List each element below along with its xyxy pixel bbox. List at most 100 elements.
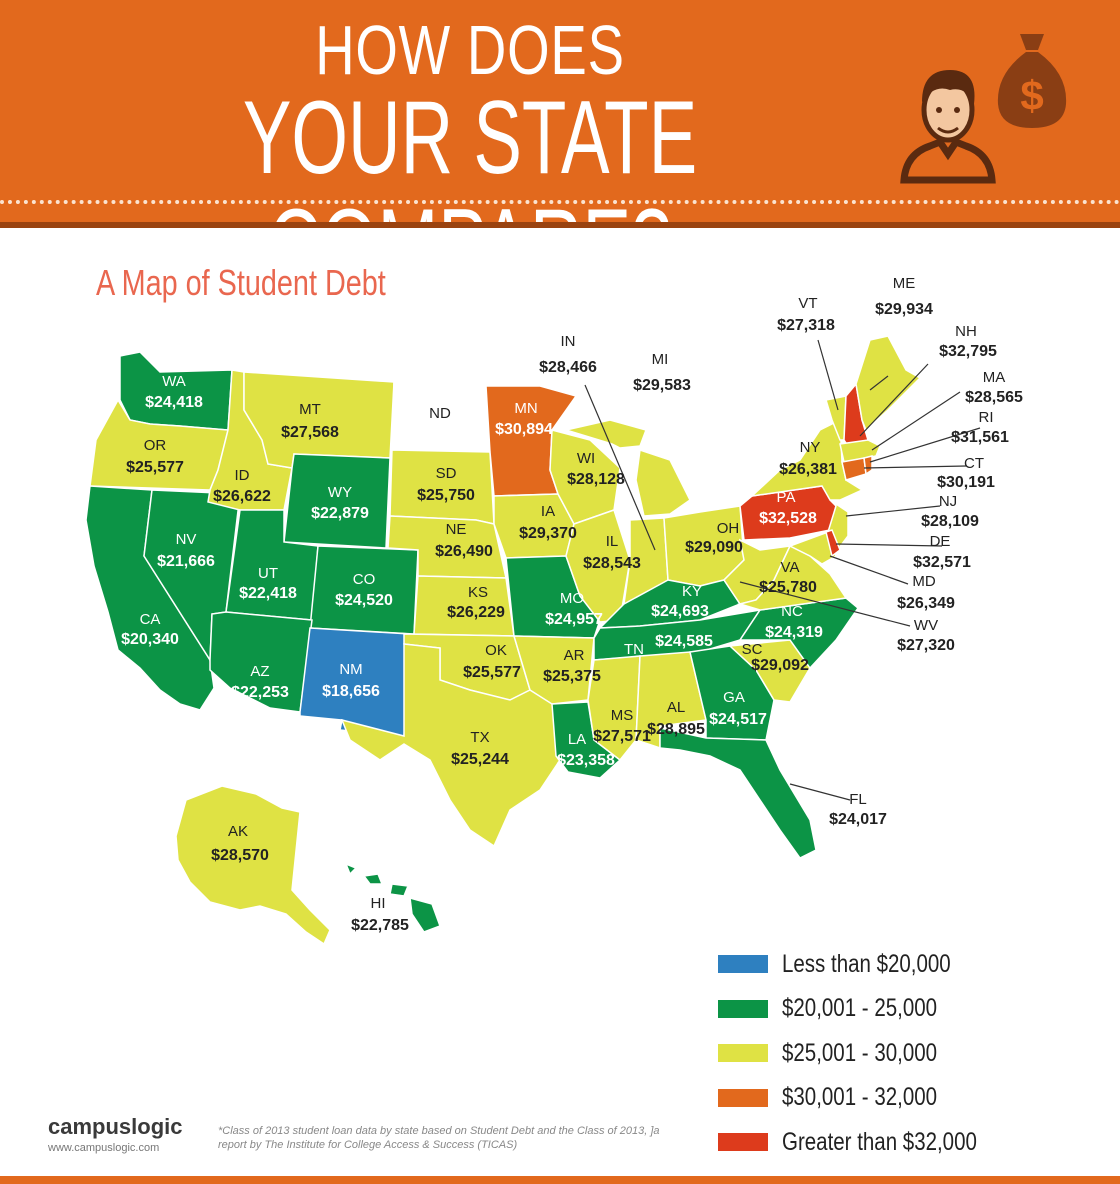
legend-swatch-green [718, 999, 768, 1018]
legend-label: $30,001 - 32,000 [782, 1083, 938, 1112]
legend-swatch-yellow [718, 1044, 768, 1063]
value-WV: $27,320 [897, 637, 955, 654]
value-WY: $22,879 [311, 505, 369, 522]
person-icon [900, 70, 996, 184]
value-RI: $31,561 [951, 429, 1009, 446]
us-student-debt-map: WA $24,418 OR $25,577 CA $20,340 NV $21,… [85, 275, 1023, 946]
label-MN: MN [514, 400, 537, 417]
legend-item: Less than $20,000 [718, 942, 1020, 987]
value-CO: $24,520 [335, 592, 393, 609]
label-FL: FL [849, 791, 867, 808]
legend-item: $20,001 - 25,000 [718, 987, 1020, 1032]
label-WA: WA [162, 373, 186, 390]
state-RI [863, 455, 873, 476]
state-TX [340, 643, 561, 848]
value-ME: $29,934 [875, 301, 933, 318]
label-KY: KY [682, 583, 702, 600]
value-OH: $29,090 [685, 539, 743, 556]
label-CT: CT [964, 455, 984, 472]
label-OR: OR [144, 437, 167, 454]
state-DE [825, 529, 841, 558]
value-UT: $22,418 [239, 585, 297, 602]
state-NM [299, 627, 411, 737]
label-NE: NE [446, 521, 467, 538]
state-MI [563, 419, 691, 517]
header-title-line2: YOUR STATE COMPARE? [242, 80, 698, 304]
value-IN: $28,466 [539, 359, 597, 376]
label-ME: ME [893, 275, 916, 292]
label-MT: MT [299, 401, 321, 418]
svg-text:$: $ [1020, 72, 1043, 119]
state-MD [788, 531, 837, 565]
label-TN: TN [624, 641, 644, 658]
value-OK: $25,577 [463, 664, 521, 681]
value-NV: $21,666 [157, 553, 215, 570]
value-GA: $24,517 [709, 711, 767, 728]
label-UT: UT [258, 565, 278, 582]
label-TX: TX [470, 729, 489, 746]
value-SD: $25,750 [417, 487, 475, 504]
value-MS: $27,571 [593, 728, 651, 745]
value-NE: $26,490 [435, 543, 493, 560]
label-IL: IL [606, 533, 619, 550]
label-NY: NY [800, 439, 821, 456]
state-VT [825, 395, 847, 441]
value-HI: $22,785 [351, 917, 409, 934]
value-AR: $25,375 [543, 668, 601, 685]
value-CT: $30,191 [937, 474, 995, 491]
value-MA: $28,565 [965, 389, 1023, 406]
value-TN: $24,585 [655, 633, 713, 650]
label-NV: NV [176, 531, 197, 548]
label-GA: GA [723, 689, 745, 706]
legend-swatch-red [718, 1133, 768, 1152]
label-NM: NM [339, 661, 362, 678]
label-MO: MO [560, 590, 584, 607]
value-WI: $28,128 [567, 471, 625, 488]
legend-label: Greater than $32,000 [782, 1127, 977, 1156]
value-ID: $26,622 [213, 488, 271, 505]
legend-swatch-orange [718, 1088, 768, 1107]
value-MN: $30,894 [495, 421, 553, 438]
state-WY [283, 453, 391, 549]
value-IA: $29,370 [519, 525, 577, 542]
label-NJ: NJ [939, 493, 957, 510]
label-AK: AK [228, 823, 248, 840]
label-AR: AR [564, 647, 585, 664]
label-HI: HI [371, 895, 386, 912]
value-DE: $32,571 [913, 554, 971, 571]
value-WA: $24,418 [145, 394, 203, 411]
state-labels: WA $24,418 OR $25,577 CA $20,340 NV $21,… [121, 275, 1023, 934]
label-IN: IN [561, 333, 576, 350]
state-MT [243, 371, 395, 469]
legend-item: $30,001 - 32,000 [718, 1076, 1020, 1121]
brand-logo: campuslogic [48, 1114, 183, 1139]
value-MD: $26,349 [897, 595, 955, 612]
label-WI: WI [577, 450, 595, 467]
legend-swatch-blue [718, 955, 768, 974]
label-KS: KS [468, 584, 488, 601]
value-TX: $25,244 [451, 751, 509, 768]
value-VT: $27,318 [777, 317, 835, 334]
header-dotted-divider [0, 200, 1120, 208]
footer-bar [0, 1176, 1120, 1184]
label-MA: MA [983, 369, 1006, 386]
value-NM: $18,656 [322, 683, 380, 700]
footnote: *Class of 2013 student loan data by stat… [218, 1125, 660, 1151]
value-PA: $32,528 [759, 510, 817, 527]
value-NC: $24,319 [765, 624, 823, 641]
label-MD: MD [912, 573, 935, 590]
legend-label: $25,001 - 30,000 [782, 1038, 938, 1067]
state-CO [309, 545, 419, 635]
state-WA [119, 351, 233, 431]
label-WV: WV [914, 617, 938, 634]
header-title-line1: HOW DOES [315, 11, 625, 89]
value-AZ: $22,253 [231, 684, 289, 701]
state-CT [841, 457, 867, 481]
label-CO: CO [353, 571, 376, 588]
value-MT: $27,568 [281, 424, 339, 441]
legend-label: Less than $20,000 [782, 949, 951, 978]
legend-item: $25,001 - 30,000 [718, 1031, 1020, 1076]
label-AZ: AZ [250, 663, 269, 680]
label-NC: NC [781, 603, 803, 620]
value-IL: $28,543 [583, 555, 641, 572]
